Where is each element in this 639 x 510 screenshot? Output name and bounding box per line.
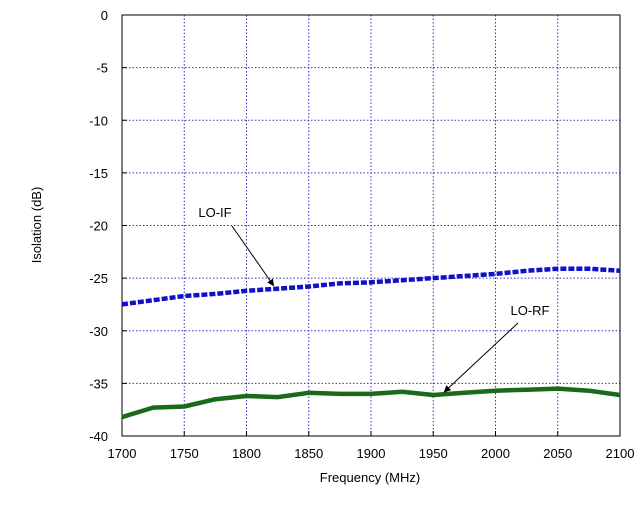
- y-tick-label: -5: [96, 61, 108, 76]
- y-tick-label: -15: [89, 166, 108, 181]
- y-tick-label: -35: [89, 376, 108, 391]
- x-tick-label: 2050: [543, 446, 572, 461]
- y-tick-label: -10: [89, 113, 108, 128]
- annotation-arrow-lo-if: [231, 225, 275, 287]
- x-axis-title: Frequency (MHz): [320, 470, 420, 485]
- annotation-lo-if: LO-IF: [198, 205, 231, 220]
- x-tick-label: 1700: [108, 446, 137, 461]
- annotation-arrow-lo-rf: [443, 322, 519, 393]
- x-tick-label: 1950: [419, 446, 448, 461]
- y-tick-label: -20: [89, 219, 108, 234]
- series-line-lo-rf: [121, 386, 621, 420]
- x-tick-label: 1800: [232, 446, 261, 461]
- x-tick-label: 1750: [170, 446, 199, 461]
- y-tick-label: -40: [89, 429, 108, 444]
- x-tick-label: 2100: [606, 446, 635, 461]
- x-tick-label: 2000: [481, 446, 510, 461]
- tick-labels: 1700 1750 1800 1850 1900 1950 2000 2050 2100 0 -5 -…: [89, 8, 634, 461]
- y-tick-label: 0: [101, 8, 108, 23]
- y-tick-label: -30: [89, 324, 108, 339]
- x-tick-label: 1900: [357, 446, 386, 461]
- annotation-lo-rf: LO-RF: [511, 303, 550, 318]
- x-tick-label: 1850: [294, 446, 323, 461]
- y-tick-label: -25: [89, 271, 108, 286]
- axes: [121, 14, 621, 437]
- annotation-layer: LO-IF LO-RF: [198, 205, 550, 393]
- y-axis-title: Isolation (dB): [29, 187, 44, 264]
- series-layer: [121, 266, 621, 420]
- series-line-lo-if: [121, 266, 621, 307]
- grid: [122, 15, 620, 436]
